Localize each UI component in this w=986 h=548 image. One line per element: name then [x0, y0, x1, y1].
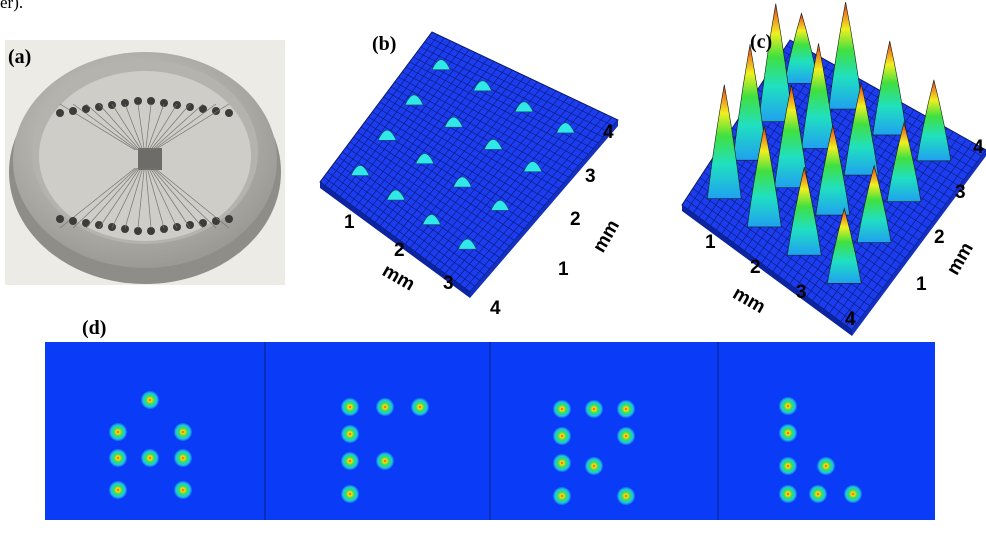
spot: [141, 391, 159, 409]
spot: [779, 397, 797, 415]
panel-label: (a): [8, 46, 31, 68]
y-tick-label: 2: [934, 227, 945, 248]
y-tick-label: 1: [916, 274, 927, 295]
spot: [553, 454, 571, 472]
photo: [5, 40, 285, 285]
pin: [147, 227, 155, 235]
y-tick-label: 3: [955, 182, 966, 203]
caption-fragment: er).: [0, 0, 23, 12]
pin: [147, 97, 155, 105]
pin: [173, 101, 181, 109]
spot: [553, 487, 571, 505]
pin: [160, 225, 168, 233]
spot: [779, 457, 797, 475]
y-tick-label: 3: [585, 166, 596, 187]
pin: [108, 223, 116, 231]
x-tick-label: 2: [394, 240, 405, 261]
pin: [134, 227, 142, 235]
spot: [411, 398, 429, 416]
spot: [341, 398, 359, 416]
spot: [174, 449, 192, 467]
spot: [141, 449, 159, 467]
pin: [56, 109, 64, 117]
spot: [553, 427, 571, 445]
spot: [779, 485, 797, 503]
spot: [617, 400, 635, 418]
spot: [376, 398, 394, 416]
pin: [69, 107, 77, 115]
pin: [212, 217, 220, 225]
x-tick-label: 4: [490, 298, 501, 319]
spot: [779, 424, 797, 442]
pin: [199, 219, 207, 227]
y-tick-label: 2: [570, 209, 581, 230]
pin: [69, 217, 77, 225]
pin: [173, 223, 181, 231]
x-axis-label: mm: [379, 260, 419, 295]
y-axis-label: mm: [589, 216, 624, 256]
x-tick-label: 1: [705, 232, 716, 253]
figure: er). (a) (b) (c) 1 2 3 4 mm 1 2 3 4 mm 1…: [0, 0, 986, 548]
x-tick-label: 1: [344, 212, 355, 233]
spot: [585, 457, 603, 475]
pin: [121, 99, 129, 107]
y-axis-label: mm: [943, 239, 978, 279]
spot: [585, 400, 603, 418]
pin: [121, 225, 129, 233]
x-tick-label: 3: [443, 273, 454, 294]
spot: [174, 423, 192, 441]
panel-label: (c): [750, 31, 772, 53]
peak: [873, 41, 907, 135]
pin: [160, 99, 168, 107]
pin: [225, 215, 233, 223]
x-axis-label: mm: [729, 283, 769, 318]
spot: [109, 481, 127, 499]
panel-label: (d): [82, 317, 106, 339]
spot: [174, 481, 192, 499]
spot: [376, 452, 394, 470]
spot: [809, 485, 827, 503]
y-tick-label: 4: [973, 137, 984, 158]
spot: [341, 452, 359, 470]
spot: [341, 425, 359, 443]
surface-plot: [320, 32, 618, 298]
panel-label: (b): [372, 33, 396, 55]
spot: [617, 427, 635, 445]
spot-patterns: [45, 342, 935, 520]
pin: [56, 215, 64, 223]
spot: [341, 485, 359, 503]
pin: [82, 219, 90, 227]
x-tick-label: 4: [845, 309, 856, 330]
spot: [109, 423, 127, 441]
spot: [617, 487, 635, 505]
pin: [134, 97, 142, 105]
peak: [829, 2, 863, 109]
y-tick-label: 4: [603, 122, 614, 143]
spot: [553, 400, 571, 418]
y-tick-label: 1: [558, 259, 569, 280]
x-tick-label: 2: [750, 257, 761, 278]
spot: [844, 485, 862, 503]
x-tick-label: 3: [796, 282, 807, 303]
pin: [225, 109, 233, 117]
surface-plot: [682, 2, 986, 336]
spot: [817, 457, 835, 475]
spot: [109, 449, 127, 467]
